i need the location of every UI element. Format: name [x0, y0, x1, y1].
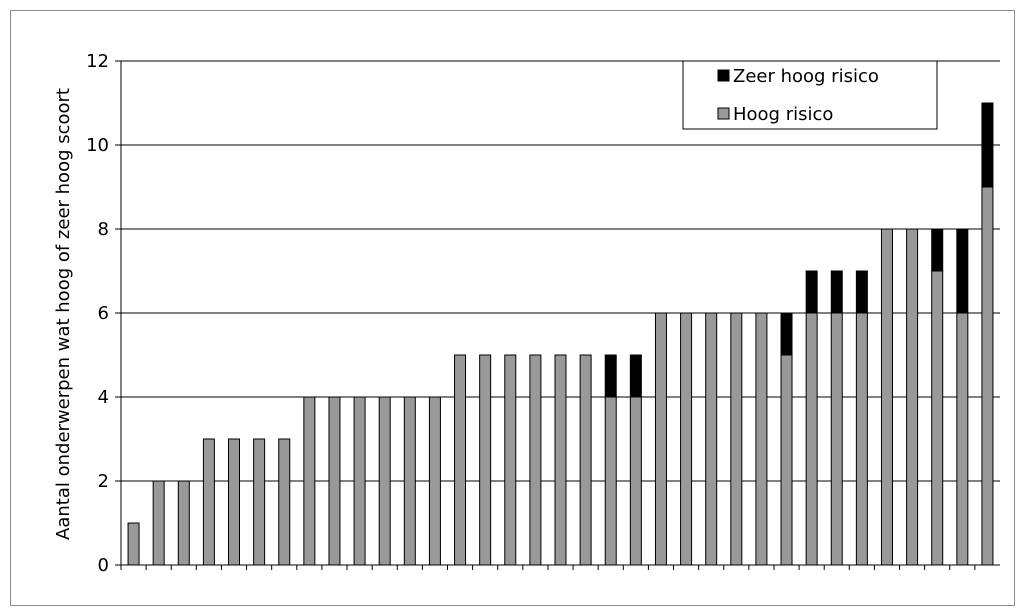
legend: Zeer hoog risico Hoog risico — [682, 60, 938, 130]
bar-segment-zeer-hoog-risico — [830, 270, 843, 314]
bar-segment-hoog-risico — [504, 354, 517, 566]
bar-segment-hoog-risico — [529, 354, 542, 566]
bar-segment-hoog-risico — [378, 396, 391, 566]
bar-segment-hoog-risico — [956, 312, 969, 566]
bar-segment-zeer-hoog-risico — [604, 354, 617, 398]
bar-segment-hoog-risico — [428, 396, 441, 566]
bar-segment-hoog-risico — [579, 354, 592, 566]
bar-segment-hoog-risico — [554, 354, 567, 566]
bar-segment-hoog-risico — [755, 312, 768, 566]
axes — [120, 61, 1000, 570]
bar-segment-hoog-risico — [680, 312, 693, 566]
y-tick-label: 6 — [98, 303, 109, 324]
legend-swatch-hoog-risico — [717, 107, 730, 120]
legend-label-hoog-risico: Hoog risico — [733, 104, 833, 125]
y-tick-label: 12 — [86, 51, 109, 72]
bar-segment-hoog-risico — [981, 186, 994, 566]
y-tick-label: 2 — [98, 471, 109, 492]
bar-segment-hoog-risico — [730, 312, 743, 566]
bar-segment-zeer-hoog-risico — [780, 312, 793, 356]
bar-segment-hoog-risico — [177, 480, 190, 566]
bar-segment-hoog-risico — [705, 312, 718, 566]
bar-segment-zeer-hoog-risico — [805, 270, 818, 314]
bar-segment-hoog-risico — [454, 354, 467, 566]
bar-segment-hoog-risico — [253, 438, 266, 566]
y-tick-label: 4 — [98, 387, 109, 408]
bar-segment-hoog-risico — [479, 354, 492, 566]
bar-segment-hoog-risico — [830, 312, 843, 566]
bar-segment-hoog-risico — [303, 396, 316, 566]
bar-segment-hoog-risico — [202, 438, 215, 566]
bar-segment-hoog-risico — [654, 312, 667, 566]
y-tick-label: 8 — [98, 219, 109, 240]
bar-segment-hoog-risico — [604, 396, 617, 566]
bar-segment-hoog-risico — [931, 270, 944, 566]
y-tick-labels: 0 2 4 6 8 10 12 — [86, 51, 109, 576]
bar-segment-zeer-hoog-risico — [956, 228, 969, 314]
bar-segment-hoog-risico — [629, 396, 642, 566]
bar-segment-zeer-hoog-risico — [629, 354, 642, 398]
bar-segment-hoog-risico — [880, 228, 893, 566]
y-axis-label: Aantal onderwerpen wat hoog of zeer hoog… — [53, 88, 74, 540]
y-tick-label: 0 — [98, 555, 109, 576]
bar-segment-hoog-risico — [906, 228, 919, 566]
bar-segment-hoog-risico — [403, 396, 416, 566]
bar-segment-hoog-risico — [328, 396, 341, 566]
bar-segment-hoog-risico — [805, 312, 818, 566]
bar-segment-hoog-risico — [152, 480, 165, 566]
bar-segment-hoog-risico — [127, 522, 140, 566]
bar-segment-hoog-risico — [278, 438, 291, 566]
y-tick-label: 10 — [86, 135, 109, 156]
bar-segment-hoog-risico — [780, 354, 793, 566]
bar-segment-hoog-risico — [855, 312, 868, 566]
bar-segment-zeer-hoog-risico — [981, 102, 994, 188]
bar-segment-hoog-risico — [353, 396, 366, 566]
bar-segment-zeer-hoog-risico — [855, 270, 868, 314]
legend-label-zeer-hoog-risico: Zeer hoog risico — [733, 66, 879, 87]
bar-segment-hoog-risico — [228, 438, 241, 566]
bars — [127, 102, 994, 566]
bar-segment-zeer-hoog-risico — [931, 228, 944, 272]
legend-swatch-zeer-hoog-risico — [717, 69, 730, 82]
